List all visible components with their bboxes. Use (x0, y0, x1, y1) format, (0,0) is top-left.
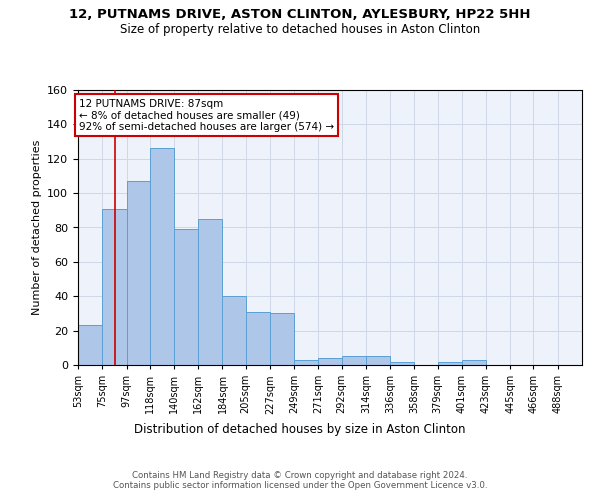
Text: 12, PUTNAMS DRIVE, ASTON CLINTON, AYLESBURY, HP22 5HH: 12, PUTNAMS DRIVE, ASTON CLINTON, AYLESB… (69, 8, 531, 20)
Text: Distribution of detached houses by size in Aston Clinton: Distribution of detached houses by size … (134, 422, 466, 436)
Text: Size of property relative to detached houses in Aston Clinton: Size of property relative to detached ho… (120, 22, 480, 36)
Bar (127, 181, 149, 365)
Bar (366, 356, 390, 365)
Y-axis label: Number of detached properties: Number of detached properties (32, 140, 41, 315)
Bar (223, 296, 245, 365)
Bar (78, 326, 102, 365)
Bar (319, 358, 341, 365)
Text: 12 PUTNAMS DRIVE: 87sqm
← 8% of detached houses are smaller (49)
92% of semi-det: 12 PUTNAMS DRIVE: 87sqm ← 8% of detached… (79, 98, 334, 132)
Bar (390, 362, 415, 365)
Bar (102, 208, 127, 365)
Bar (149, 148, 174, 365)
Bar (437, 362, 462, 365)
Bar (462, 360, 486, 365)
Bar (270, 314, 294, 365)
Bar (245, 312, 270, 365)
Bar (294, 360, 319, 365)
Bar (174, 229, 198, 365)
Bar (341, 356, 366, 365)
Bar (198, 219, 223, 365)
Text: Contains HM Land Registry data © Crown copyright and database right 2024.
Contai: Contains HM Land Registry data © Crown c… (113, 470, 487, 490)
